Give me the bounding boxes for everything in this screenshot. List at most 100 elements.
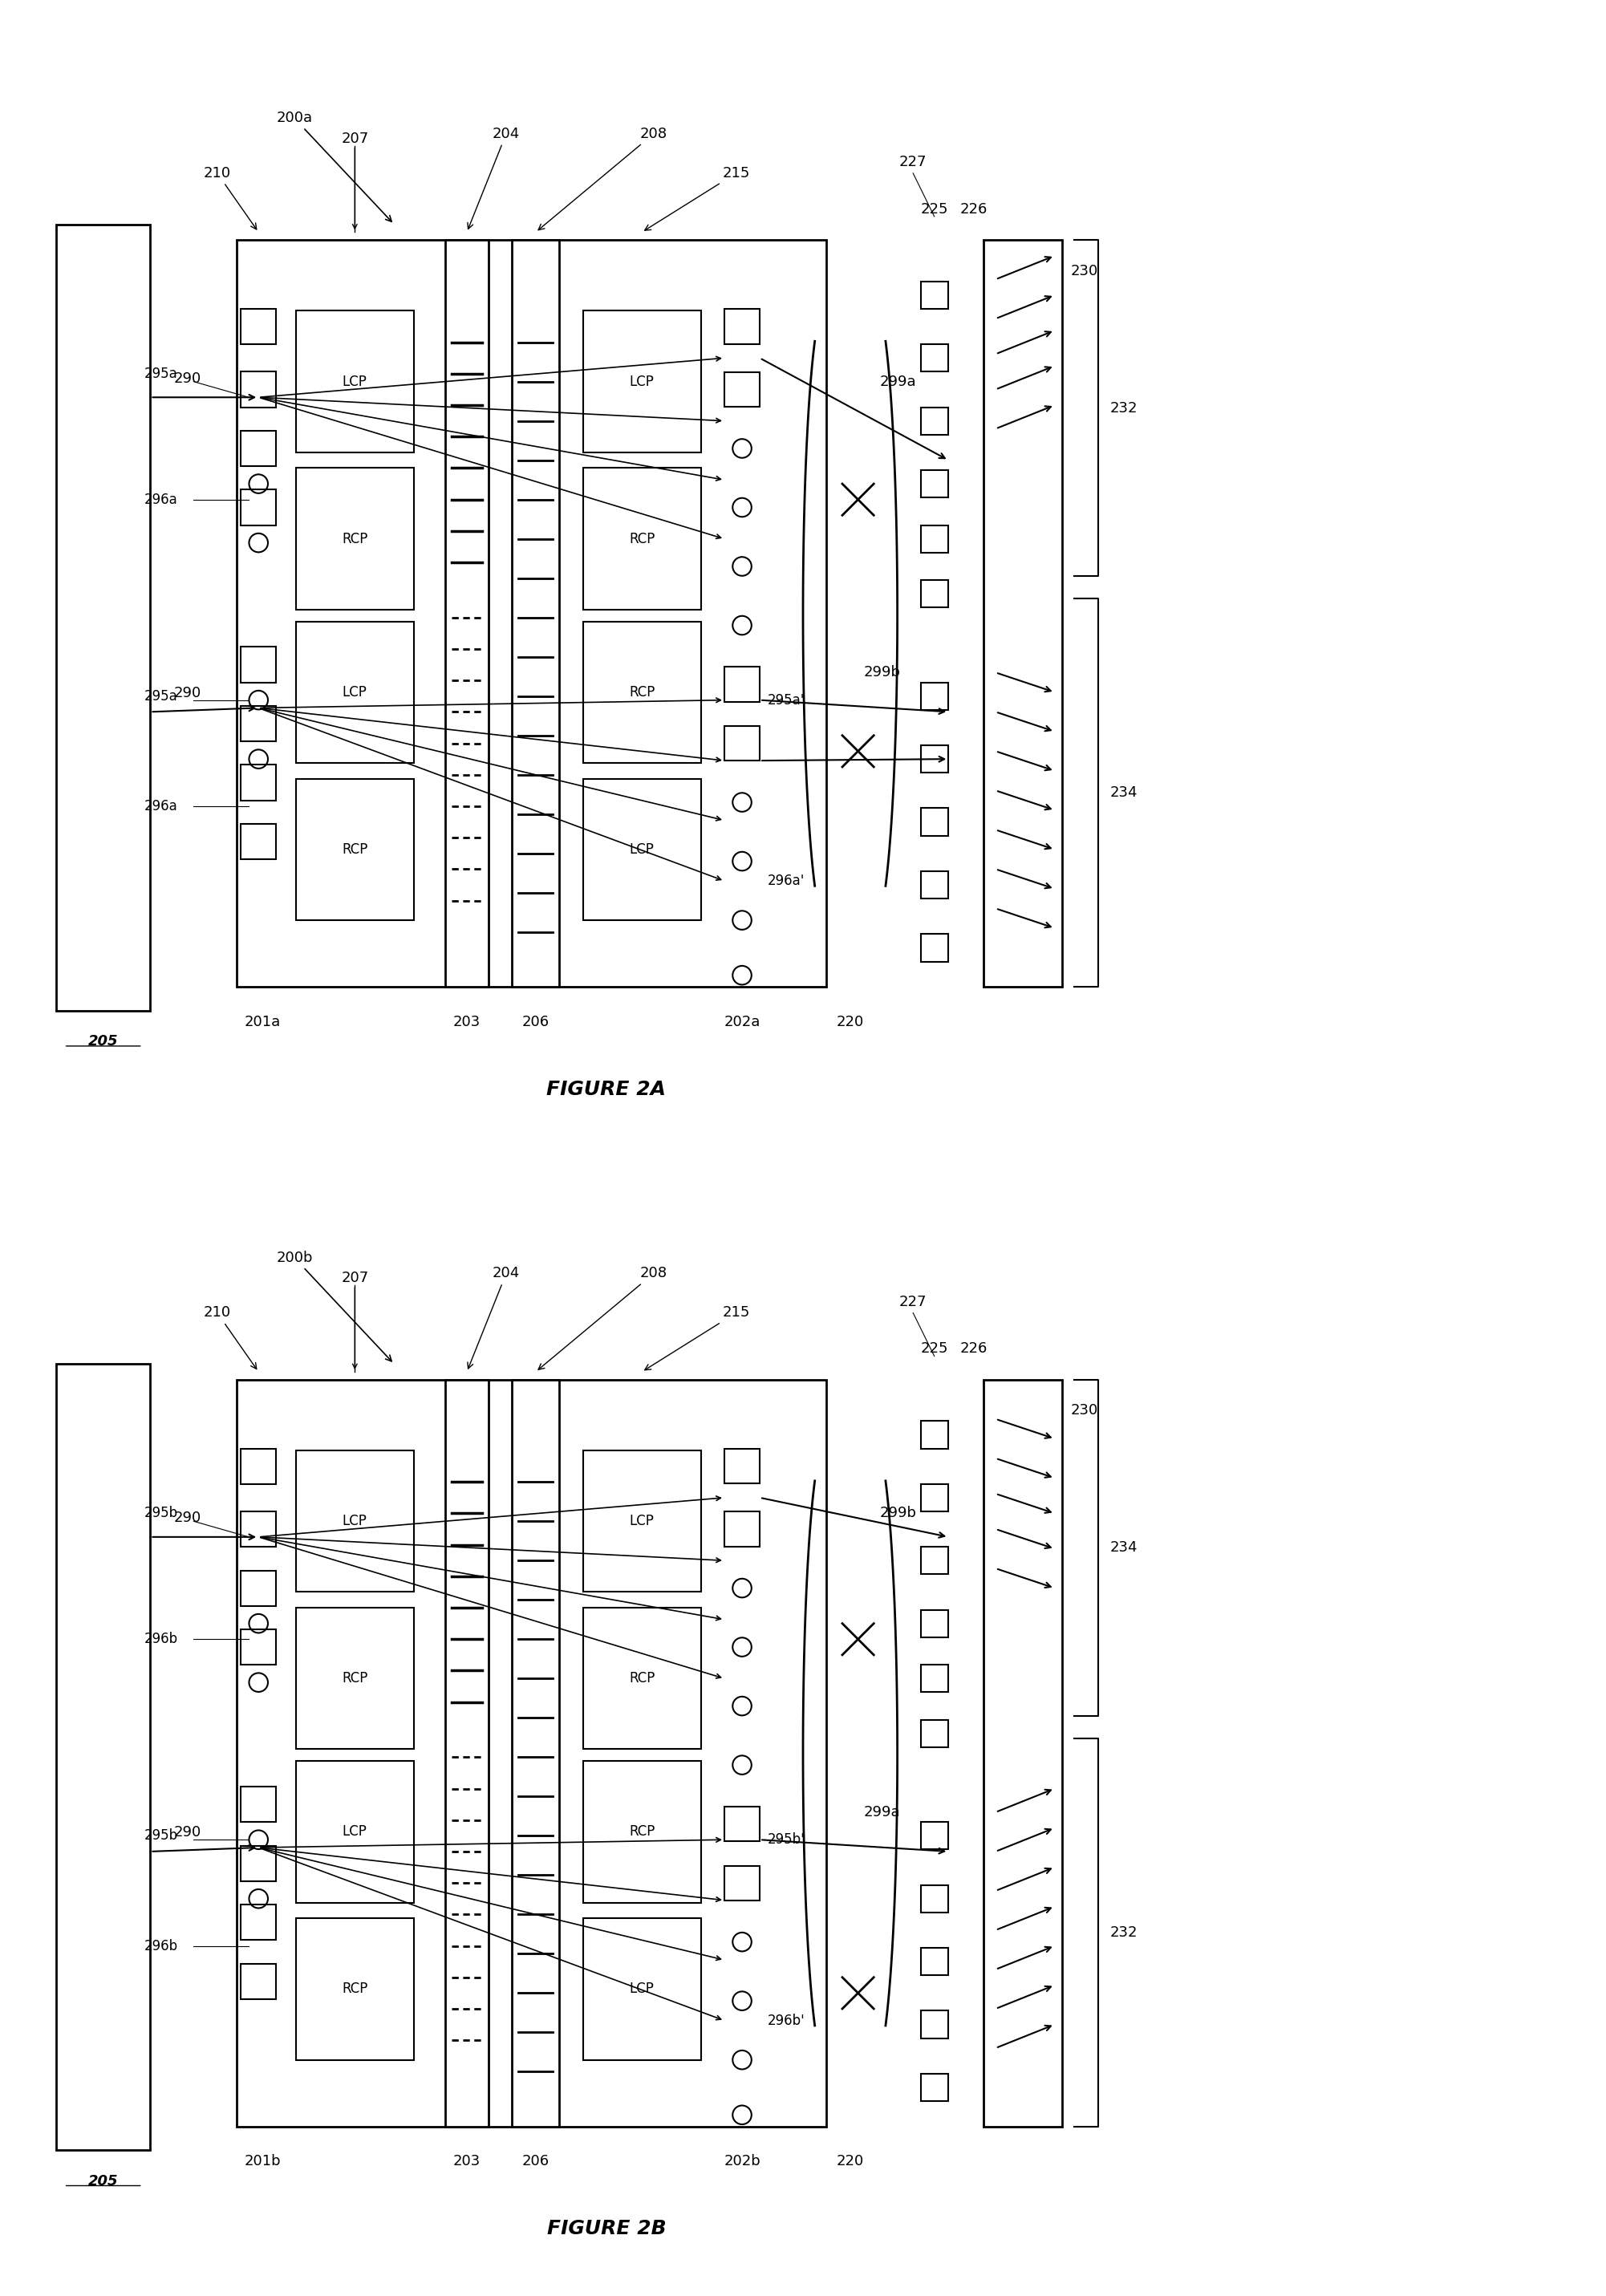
Text: 226: 226	[960, 1341, 988, 1357]
Text: 299b: 299b	[864, 666, 901, 680]
Text: RCP: RCP	[630, 684, 655, 700]
Text: 296b': 296b'	[768, 2014, 805, 2027]
Bar	[920, 581, 949, 608]
Bar	[241, 432, 276, 466]
Text: 202b: 202b	[724, 2154, 760, 2170]
Text: 220: 220	[837, 2154, 864, 2170]
Bar	[920, 526, 949, 553]
Text: 299a: 299a	[864, 1805, 901, 1818]
Bar	[920, 1421, 949, 1449]
Bar	[583, 1761, 700, 1903]
Bar	[241, 647, 276, 682]
Text: 299a: 299a	[880, 374, 917, 388]
Text: LCP: LCP	[630, 374, 654, 388]
Bar	[296, 778, 414, 921]
Text: 295b: 295b	[145, 1828, 178, 1844]
Bar	[724, 1807, 760, 1841]
Bar	[920, 808, 949, 836]
Bar	[724, 1511, 760, 1548]
Text: 296b: 296b	[145, 1632, 178, 1646]
Text: LCP: LCP	[342, 1825, 368, 1839]
Text: LCP: LCP	[342, 684, 368, 700]
Bar	[724, 1867, 760, 1901]
Bar	[583, 622, 700, 762]
Text: RCP: RCP	[630, 1671, 655, 1685]
Text: RCP: RCP	[342, 843, 368, 856]
Text: FIGURE 2B: FIGURE 2B	[546, 2220, 666, 2239]
Bar	[583, 310, 700, 452]
Bar	[920, 1947, 949, 1975]
Bar	[724, 726, 760, 760]
Bar	[920, 344, 949, 372]
Text: 227: 227	[899, 154, 927, 170]
Text: 295b': 295b'	[768, 1832, 805, 1846]
Text: LCP: LCP	[630, 1981, 654, 1995]
Text: 230: 230	[1070, 1403, 1099, 1417]
Bar	[236, 241, 827, 987]
Text: 208: 208	[538, 1267, 666, 1371]
Text: 295b: 295b	[145, 1506, 178, 1520]
Text: FIGURE 2A: FIGURE 2A	[546, 1079, 666, 1100]
Text: 299b: 299b	[880, 1506, 917, 1520]
Bar	[296, 1451, 414, 1591]
Text: 227: 227	[899, 1295, 927, 1309]
Text: 226: 226	[960, 202, 988, 216]
Bar	[241, 372, 276, 406]
Text: LCP: LCP	[630, 843, 654, 856]
Text: 206: 206	[522, 1015, 549, 1029]
Bar	[56, 225, 151, 1010]
Bar	[920, 406, 949, 434]
Bar	[241, 489, 276, 526]
Bar	[920, 682, 949, 709]
Bar	[920, 1885, 949, 1913]
Bar	[512, 1380, 559, 2126]
Text: 210: 210	[204, 1306, 257, 1368]
Bar	[296, 310, 414, 452]
Text: 201a: 201a	[244, 1015, 281, 1029]
Text: 205: 205	[88, 2174, 119, 2188]
Bar	[241, 1786, 276, 1823]
Bar	[984, 1380, 1063, 2126]
Bar	[241, 824, 276, 859]
Bar	[583, 1451, 700, 1591]
Text: 208: 208	[538, 126, 666, 230]
Text: RCP: RCP	[630, 533, 655, 546]
Text: 203: 203	[453, 2154, 480, 2170]
Bar	[296, 468, 414, 611]
Bar	[920, 1483, 949, 1511]
Text: RCP: RCP	[342, 1671, 368, 1685]
Bar	[241, 1906, 276, 1940]
Bar	[512, 241, 559, 987]
Text: RCP: RCP	[342, 1981, 368, 1995]
Bar	[724, 372, 760, 406]
Text: 207: 207	[340, 131, 368, 145]
Text: 200b: 200b	[276, 1251, 392, 1362]
Text: 290: 290	[173, 1511, 201, 1525]
Bar	[241, 705, 276, 742]
Text: 220: 220	[837, 1015, 864, 1029]
Bar	[241, 1846, 276, 1880]
Bar	[920, 2073, 949, 2101]
Bar	[296, 622, 414, 762]
Bar	[241, 1630, 276, 1665]
Bar	[296, 1761, 414, 1903]
Text: 202a: 202a	[724, 1015, 760, 1029]
Text: 201b: 201b	[244, 2154, 281, 2170]
Bar	[920, 1665, 949, 1692]
Bar	[241, 1963, 276, 2000]
Bar	[583, 1919, 700, 2060]
Bar	[920, 471, 949, 498]
Text: LCP: LCP	[342, 374, 368, 388]
Text: 234: 234	[1110, 785, 1137, 799]
Bar	[920, 746, 949, 774]
Text: LCP: LCP	[342, 1513, 368, 1529]
Bar	[920, 934, 949, 962]
Bar	[583, 778, 700, 921]
Bar	[724, 310, 760, 344]
Bar	[241, 765, 276, 801]
Text: 290: 290	[173, 687, 201, 700]
Bar	[920, 1720, 949, 1747]
Bar	[724, 668, 760, 703]
Text: 210: 210	[204, 165, 257, 230]
Bar	[236, 1380, 827, 2126]
